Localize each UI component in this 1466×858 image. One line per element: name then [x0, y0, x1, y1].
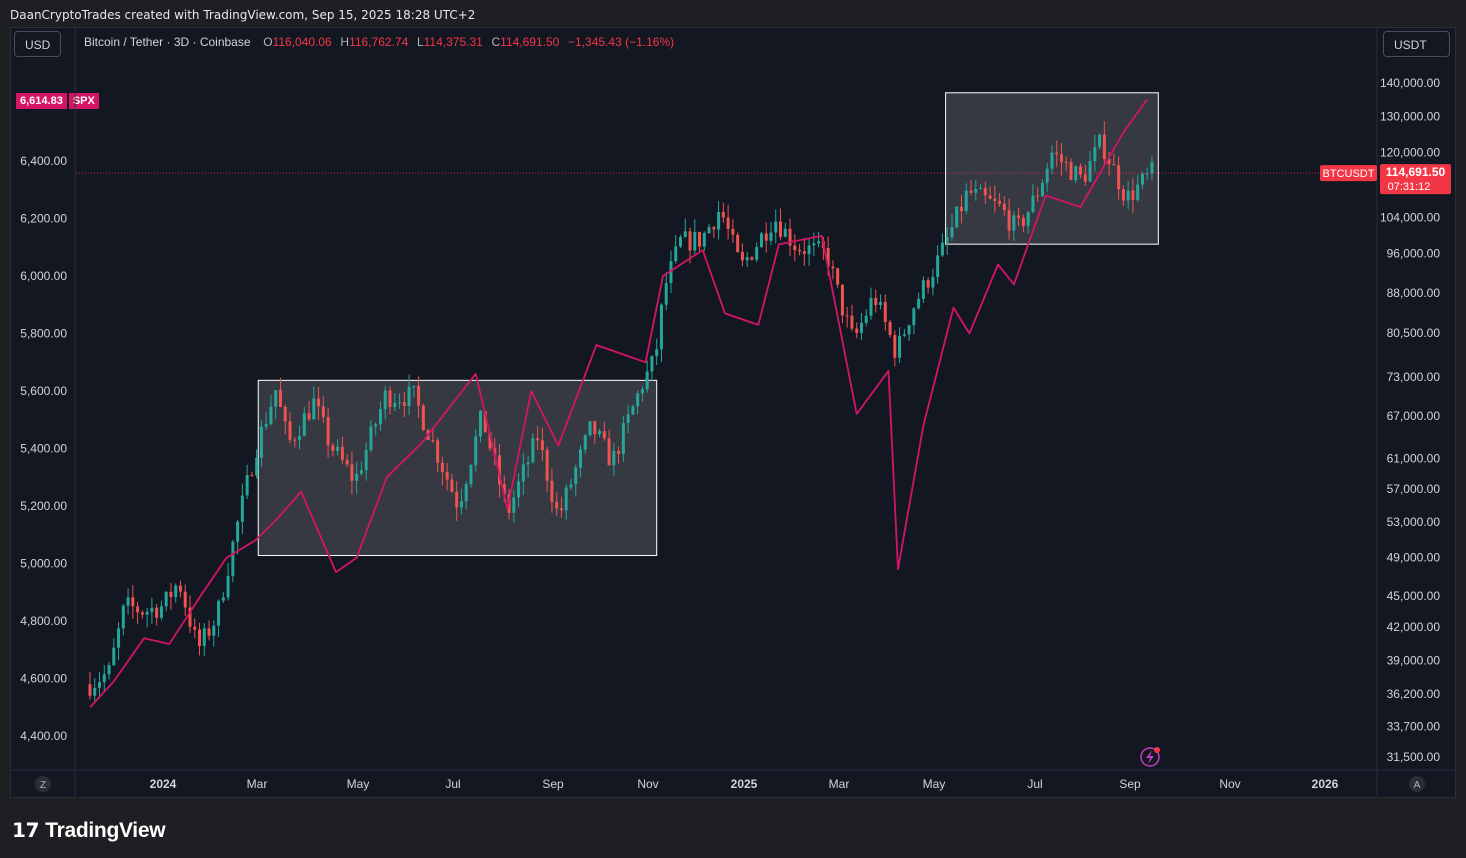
- tradingview-logo: 𝟭𝟳 TradingView: [12, 818, 166, 843]
- left-scale-currency-button[interactable]: USD: [14, 31, 62, 57]
- open-label: O: [263, 35, 273, 49]
- chart-credit: DaanCryptoTrades created with TradingVie…: [10, 8, 476, 22]
- symbol-name: Bitcoin / Tether · 3D · Coinbase: [84, 35, 251, 49]
- chart-frame[interactable]: [10, 27, 1456, 798]
- spx-name: SPX: [68, 93, 99, 109]
- low-value: 114,375.31: [423, 35, 483, 49]
- spx-price-tag: 6,614.83 SPX: [16, 93, 99, 109]
- spx-value: 6,614.83: [16, 93, 67, 109]
- change-value: −1,345.43 (−1.16%): [568, 35, 675, 49]
- low-label: L: [416, 35, 424, 49]
- open-value: 116,040.06: [272, 35, 332, 49]
- right-scale-currency-button[interactable]: USDT: [1383, 31, 1450, 57]
- bottom-bar: [10, 798, 1456, 858]
- tradingview-mark-icon: 𝟭𝟳: [12, 820, 40, 842]
- close-value: 114,691.50: [500, 35, 560, 49]
- symbol-legend[interactable]: Bitcoin / Tether · 3D · Coinbase O116,04…: [84, 35, 674, 49]
- top-bar: DaanCryptoTrades created with TradingVie…: [0, 0, 1466, 28]
- close-label: C: [491, 35, 501, 49]
- high-value: 116,762.74: [349, 35, 409, 49]
- tradingview-logo-text: TradingView: [45, 819, 166, 842]
- high-label: H: [340, 35, 350, 49]
